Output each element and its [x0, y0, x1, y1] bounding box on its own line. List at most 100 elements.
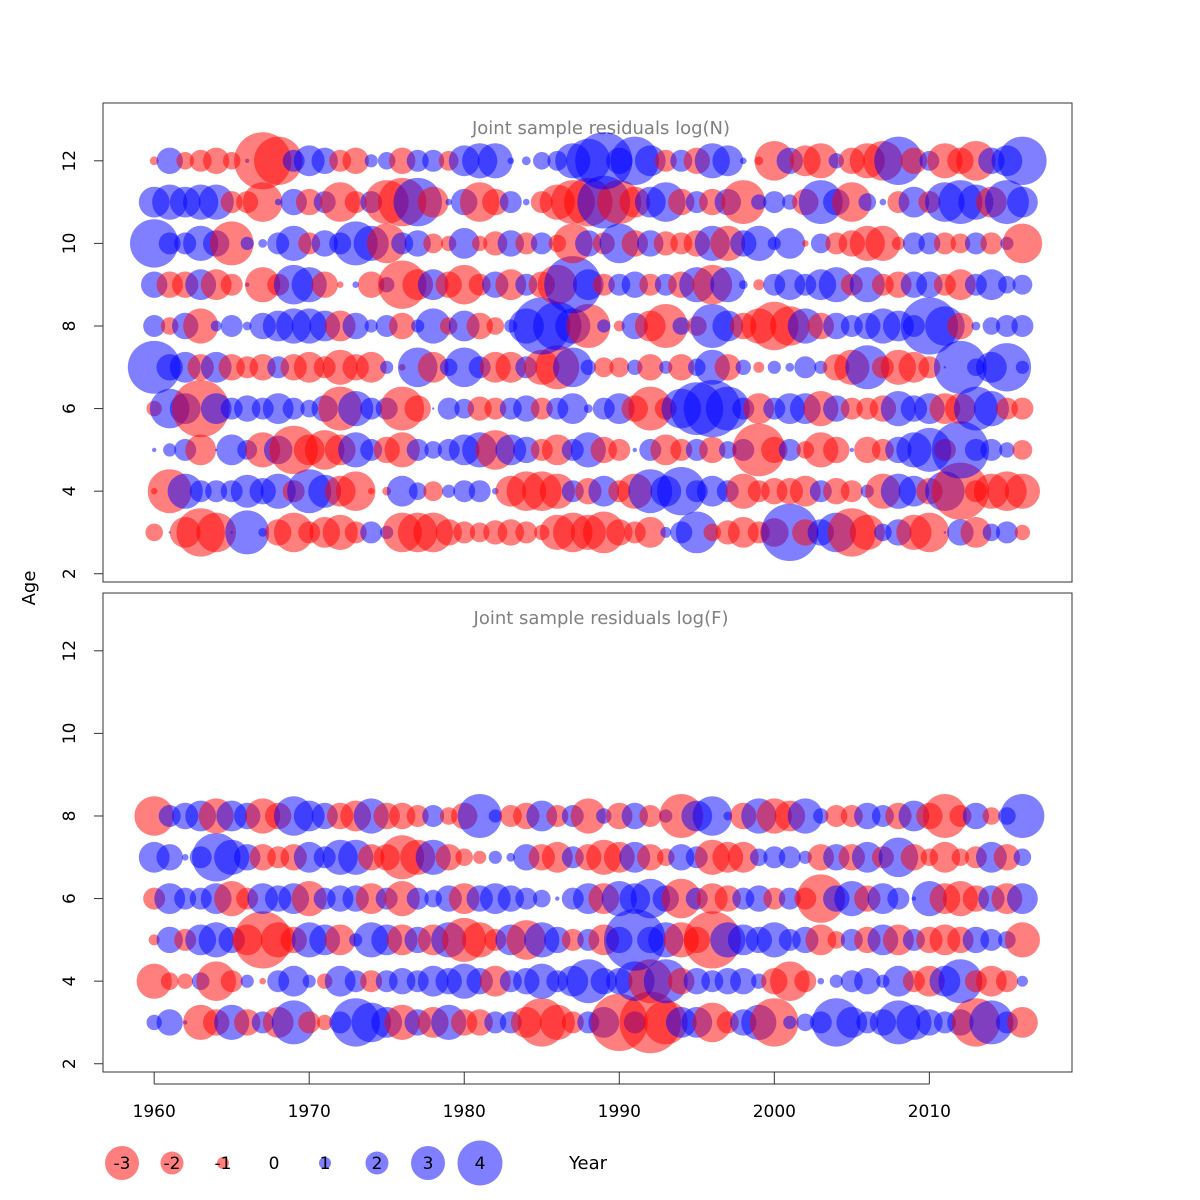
- y-tick-label: 4: [60, 486, 80, 497]
- residual-bubble: [887, 887, 910, 910]
- residual-bubble: [668, 188, 695, 216]
- residual-bubble: [484, 397, 507, 420]
- residual-bubble: [317, 1014, 333, 1031]
- residual-bubble: [950, 233, 971, 254]
- residual-bubble: [637, 354, 664, 381]
- residual-bubble: [342, 312, 369, 340]
- legend-label: 0: [269, 1154, 280, 1174]
- residual-bubble: [593, 357, 614, 378]
- residual-bubble: [823, 436, 850, 464]
- residual-bubble: [660, 526, 672, 538]
- residual-bubble: [741, 225, 777, 261]
- residual-bubble: [276, 225, 312, 261]
- legend-bubble: [457, 1140, 503, 1186]
- residual-bubble: [998, 275, 1016, 294]
- residual-bubble: [761, 436, 788, 464]
- residual-bubble: [1000, 794, 1045, 838]
- residual-bubble: [468, 480, 491, 503]
- residual-bubble: [643, 304, 688, 348]
- y-tick-label: 8: [60, 321, 80, 332]
- residual-bubble: [654, 149, 677, 172]
- residual-bubble: [422, 149, 445, 172]
- residual-bubble: [1011, 315, 1034, 337]
- residual-bubble: [785, 362, 795, 372]
- residual-bubble: [854, 436, 881, 464]
- residual-bubble: [653, 231, 678, 256]
- residual-bubble: [712, 145, 744, 177]
- residual-bubble: [282, 397, 305, 420]
- residual-bubble: [982, 523, 1001, 542]
- residual-bubble: [803, 143, 839, 179]
- residual-bubble: [818, 267, 854, 303]
- residual-bubble: [462, 922, 498, 958]
- residual-bubble: [738, 280, 748, 290]
- residual-bubble: [220, 970, 243, 993]
- residual-bubble: [530, 397, 553, 420]
- residual-bubble: [699, 436, 726, 464]
- y-tick-label: 10: [60, 723, 80, 745]
- residual-bubble: [714, 354, 741, 381]
- residual-bubble: [849, 447, 854, 453]
- residual-bubble: [823, 395, 850, 422]
- residual-bubble: [774, 228, 806, 259]
- residual-bubble: [931, 421, 990, 479]
- residual-bubble: [189, 480, 212, 503]
- residual-bubble: [539, 473, 575, 509]
- residual-bubble: [260, 473, 296, 509]
- residual-bubble: [621, 271, 648, 298]
- residual-bubble: [661, 878, 702, 919]
- residual-bubble: [735, 359, 751, 375]
- x-tick-label: 2010: [908, 1102, 951, 1122]
- residual-bubble: [763, 887, 786, 910]
- x-tick-label: 1960: [133, 1102, 176, 1122]
- residual-bubble: [849, 514, 885, 551]
- residual-bubble: [725, 473, 761, 509]
- residual-bubble: [802, 240, 809, 247]
- residual-bubble: [840, 480, 863, 503]
- residual-bubble: [358, 271, 385, 298]
- residual-bubble: [203, 147, 230, 174]
- residual-bubble: [477, 143, 513, 179]
- residual-bubble: [220, 191, 243, 214]
- residual-bubble: [929, 841, 961, 873]
- residual-bubble: [732, 423, 786, 477]
- y-axis: 2 4 6 8 10 12: [60, 640, 104, 1069]
- residual-bubble: [628, 386, 673, 431]
- residual-bubble: [205, 480, 228, 503]
- residual-bubble: [524, 963, 560, 999]
- residual-bubble: [1014, 524, 1031, 541]
- residual-bubble: [408, 482, 427, 501]
- residual-bubble: [909, 512, 950, 553]
- residual-bubble: [761, 503, 819, 561]
- residual-bubble: [355, 351, 387, 383]
- residual-bubble: [982, 343, 1032, 392]
- residual-bubble: [488, 850, 502, 864]
- residual-bubble: [185, 434, 217, 466]
- residual-bubble: [444, 264, 485, 305]
- residual-bubble: [380, 360, 394, 374]
- residual-bubble: [854, 802, 881, 830]
- residual-bubble: [639, 805, 662, 827]
- residual-bubble: [291, 881, 327, 917]
- residual-bubble: [1007, 1007, 1038, 1038]
- y-tick-label: 2: [60, 1058, 80, 1069]
- residual-bubble: [933, 232, 956, 255]
- residual-bubble: [259, 977, 267, 985]
- residual-bubble: [692, 796, 733, 836]
- residual-bubble: [156, 1009, 183, 1036]
- residual-bubble: [472, 235, 488, 252]
- residual-bubble: [597, 319, 611, 333]
- residual-bubble: [832, 182, 872, 222]
- residual-bubble: [335, 471, 376, 512]
- residual-bubble: [220, 273, 243, 296]
- residual-bubble: [149, 156, 159, 166]
- residual-bubble: [406, 438, 429, 461]
- residual-bubble: [947, 312, 974, 340]
- x-axis: 1960 1970 1980 1990 2000 2010: [133, 1072, 951, 1122]
- x-tick-label: 1990: [598, 1102, 641, 1122]
- residual-bubble: [366, 223, 407, 264]
- residual-bubble: [278, 965, 310, 997]
- residual-bubble: [982, 317, 1001, 335]
- residual-bubble: [486, 317, 505, 335]
